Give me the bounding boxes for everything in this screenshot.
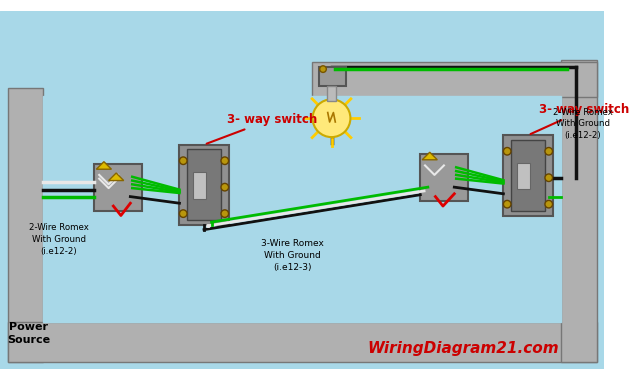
Bar [511, 140, 545, 211]
Bar [561, 60, 597, 362]
Bar [516, 163, 530, 189]
Polygon shape [422, 152, 437, 160]
Circle shape [545, 174, 552, 182]
Text: 2-Wire Romex
With Ground
(i.e12-2): 2-Wire Romex With Ground (i.e12-2) [29, 223, 88, 256]
Bar [312, 62, 597, 97]
Bar [44, 95, 561, 322]
Circle shape [221, 157, 228, 165]
Bar [187, 149, 221, 220]
Text: 3-Wire Romex
With Ground
(i.e12-3): 3-Wire Romex With Ground (i.e12-3) [261, 239, 324, 272]
Bar [327, 86, 336, 101]
Text: Power
Source: Power Source [7, 322, 50, 345]
Bar [8, 322, 597, 362]
Circle shape [179, 210, 187, 217]
Circle shape [221, 184, 228, 191]
Bar [179, 145, 228, 225]
Text: 2-Wire Romex
With Ground
(i.e12-2): 2-Wire Romex With Ground (i.e12-2) [553, 108, 612, 140]
Bar [504, 135, 552, 215]
Circle shape [221, 210, 228, 217]
Polygon shape [109, 173, 124, 180]
Bar [193, 172, 206, 198]
Text: 3- way switch: 3- way switch [531, 103, 630, 134]
Circle shape [320, 66, 326, 73]
Bar [95, 163, 141, 211]
Bar [319, 67, 346, 86]
Circle shape [179, 157, 187, 165]
Polygon shape [97, 162, 111, 169]
Bar [420, 154, 468, 201]
Circle shape [504, 200, 511, 208]
Bar [8, 88, 44, 362]
Text: WiringDiagram21.com: WiringDiagram21.com [367, 341, 559, 356]
Circle shape [312, 99, 351, 137]
Text: 3- way switch: 3- way switch [207, 112, 317, 144]
Circle shape [545, 200, 552, 208]
Circle shape [504, 147, 511, 155]
Circle shape [545, 147, 552, 155]
